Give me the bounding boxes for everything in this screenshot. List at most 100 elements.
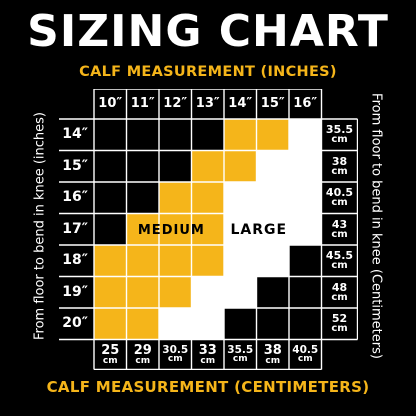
row-cm-unit: cm <box>331 228 348 240</box>
column-header-cm: 38 cm <box>256 339 289 370</box>
column-cm-unit: cm <box>297 354 313 365</box>
column-header-inches: 14″ <box>224 89 257 119</box>
size-cell-medium <box>94 245 127 277</box>
row-header-text: 17″ <box>62 220 88 237</box>
column-cm-unit: cm <box>102 355 118 366</box>
row-header-inches: 20″ <box>59 308 94 340</box>
column-cm-unit: cm <box>232 354 248 365</box>
row-cm-value: 38 <box>331 154 348 168</box>
row-header-text: 18″ <box>62 252 88 268</box>
column-header-inches: 10″ <box>94 89 127 119</box>
size-cell-medium <box>159 182 192 214</box>
row-cm-value: 52 <box>331 312 348 326</box>
size-cell-medium <box>224 119 257 151</box>
column-cm-value: 33 <box>198 342 217 358</box>
row-header-text: 15″ <box>62 157 88 174</box>
size-cell-none <box>289 308 322 340</box>
size-cell-large <box>256 182 289 214</box>
size-cell-large <box>289 150 322 182</box>
sizing-grid: 10″ 11″ 12″ 13″ 14″ 15″ 16″ 14″ 15″ 16″ 17″ 18″ 19″ 2… <box>59 89 358 370</box>
large-size-label: LARGE <box>230 221 288 238</box>
row-header-inches: 17″ <box>59 213 94 245</box>
size-cell-large <box>159 308 192 340</box>
column-header-inches: 13″ <box>191 89 224 119</box>
row-header-text: 20″ <box>62 315 88 331</box>
size-cell-medium <box>126 245 159 277</box>
size-cell-medium <box>191 182 224 214</box>
column-header-cm: 25 cm <box>94 339 127 370</box>
row-cm-unit: cm <box>331 134 348 146</box>
column-header-cm: 30.5 cm <box>159 339 192 370</box>
size-cell-none <box>159 150 192 182</box>
row-header-text: 16″ <box>62 189 88 205</box>
size-cell-large <box>289 182 322 214</box>
size-cell-medium <box>126 308 159 340</box>
size-cell-large <box>289 213 322 245</box>
row-header-cm: 52 cm <box>321 308 358 340</box>
column-header-cm: 40.5 cm <box>289 339 322 370</box>
size-cell-medium <box>126 213 159 245</box>
size-cell-none <box>126 182 159 214</box>
size-cell-none <box>159 119 192 151</box>
row-header-text: 19″ <box>62 283 88 300</box>
size-cell-medium <box>191 245 224 277</box>
size-cell-large <box>191 276 224 308</box>
chart-title: SIZING CHART <box>27 6 389 57</box>
knee-height-inches-label: From floor to bend in knee (inches) <box>32 111 48 341</box>
column-cm-value: 30.5 <box>162 343 189 356</box>
size-cell-none <box>126 119 159 151</box>
row-cm-unit: cm <box>331 260 348 272</box>
row-header-inches: 18″ <box>59 245 94 277</box>
row-header-cm: 48 cm <box>321 276 358 308</box>
row-cm-value: 40.5 <box>325 186 354 200</box>
size-cell-medium <box>126 276 159 308</box>
row-cm-unit: cm <box>331 197 348 209</box>
row-header-text: 14″ <box>62 126 88 142</box>
row-cm-value: 35.5 <box>325 123 354 137</box>
row-cm-unit: cm <box>331 291 348 303</box>
size-cell-large <box>224 245 257 277</box>
column-cm-unit: cm <box>265 355 281 366</box>
row-header-inches: 19″ <box>59 276 94 308</box>
column-cm-unit: cm <box>200 355 216 366</box>
column-cm-value: 35.5 <box>227 343 254 356</box>
size-cell-none <box>289 276 322 308</box>
size-cell-none <box>224 308 257 340</box>
size-cell-none <box>94 213 127 245</box>
size-cell-large <box>256 150 289 182</box>
size-cell-medium <box>191 213 224 245</box>
size-cell-medium <box>256 119 289 151</box>
row-header-inches: 15″ <box>59 150 94 182</box>
column-cm-value: 40.5 <box>292 343 319 356</box>
row-header-cm: 40.5 cm <box>321 182 358 214</box>
size-cell-none <box>256 276 289 308</box>
column-header-cm: 33 cm <box>191 339 224 370</box>
size-cell-large <box>256 245 289 277</box>
calf-inches-heading: CALF MEASUREMENT (INCHES) <box>79 64 337 80</box>
column-cm-value: 38 <box>263 342 282 358</box>
size-cell-none <box>94 182 127 214</box>
column-cm-unit: cm <box>135 355 151 366</box>
row-header-cm: 38 cm <box>321 150 358 182</box>
size-cell-large <box>289 119 322 151</box>
size-cell-medium <box>159 245 192 277</box>
column-header-cm: 35.5 cm <box>224 339 257 370</box>
column-header-cm: 29 cm <box>126 339 159 370</box>
row-cm-value: 48 <box>331 280 348 294</box>
column-header-inches: 12″ <box>159 89 192 119</box>
size-cell-none <box>289 245 322 277</box>
row-cm-value: 45.5 <box>325 249 354 263</box>
column-cm-value: 29 <box>133 342 152 358</box>
column-header-inches: 16″ <box>289 89 322 119</box>
column-cm-unit: cm <box>167 354 183 365</box>
row-cm-unit: cm <box>331 165 348 177</box>
size-cell-medium <box>94 308 127 340</box>
column-header-inches: 15″ <box>256 89 289 119</box>
size-cell-large <box>256 213 289 245</box>
size-cell-none <box>191 119 224 151</box>
size-cell-none <box>94 150 127 182</box>
size-cell-medium <box>224 150 257 182</box>
size-cell-none <box>256 308 289 340</box>
row-cm-value: 43 <box>331 217 348 231</box>
row-header-cm: 43 cm <box>321 213 358 245</box>
